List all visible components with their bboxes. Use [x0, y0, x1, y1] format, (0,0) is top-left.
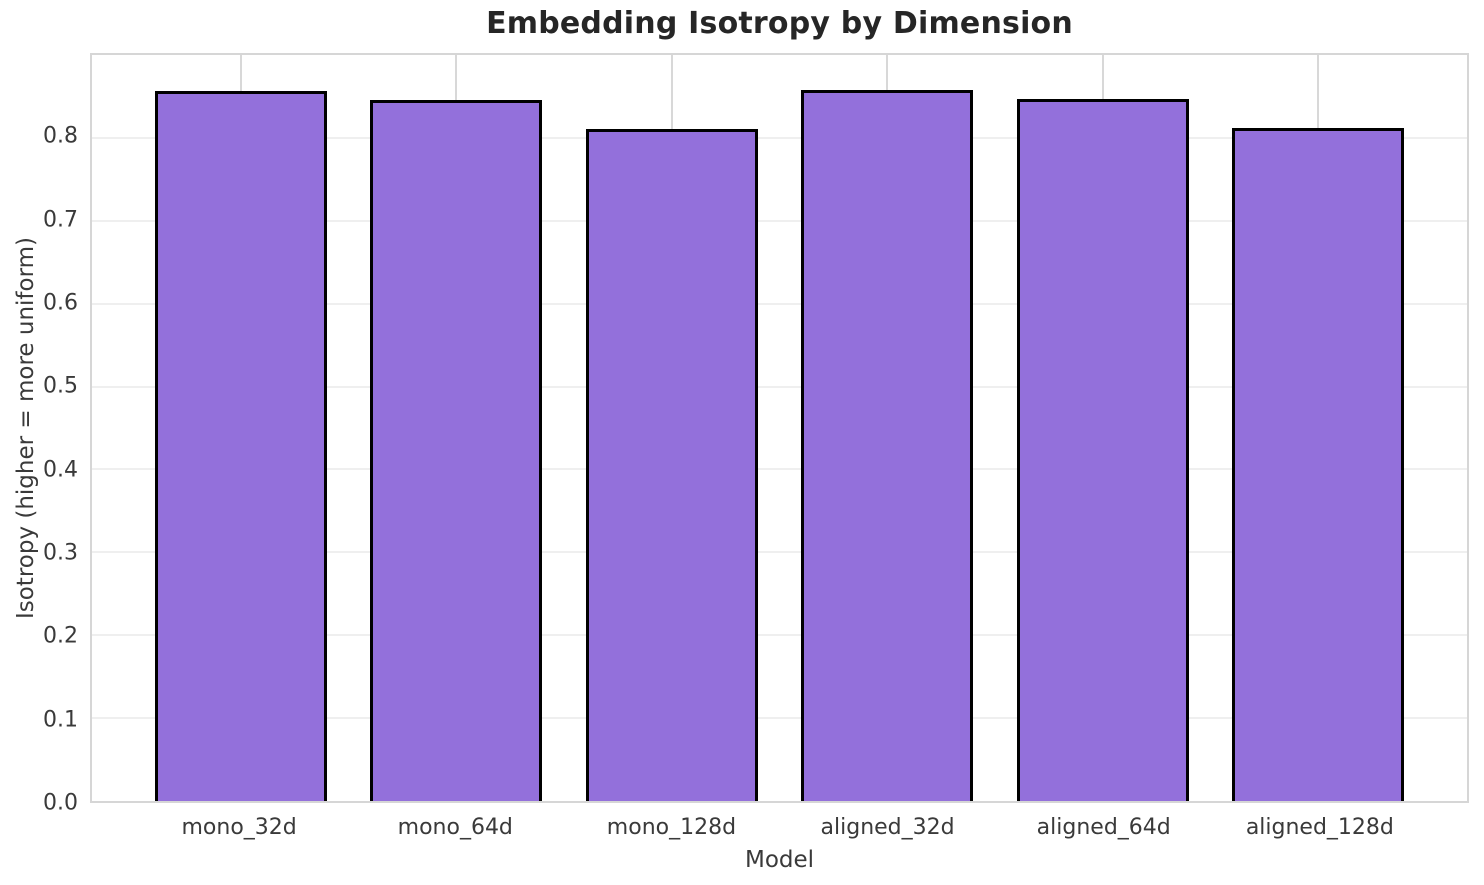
y-tick-label: 0.4	[43, 457, 78, 483]
y-tick-labels: 0.0 0.1 0.2 0.3 0.4 0.5 0.6 0.7 0.8	[0, 53, 78, 816]
bar-mono_32d	[154, 90, 327, 801]
x-tick-label: mono_64d	[397, 815, 513, 840]
chart-title: Embedding Isotropy by Dimension	[486, 6, 1073, 41]
y-gridline	[92, 385, 1467, 388]
plot-area	[90, 53, 1469, 803]
x-tick-label: aligned_128d	[1245, 815, 1394, 840]
x-tick-label: aligned_64d	[1036, 815, 1171, 840]
y-gridline	[92, 634, 1467, 637]
y-gridline	[92, 302, 1467, 305]
y-gridline	[92, 136, 1467, 139]
x-axis-label: Model	[744, 847, 815, 873]
y-gridline	[92, 219, 1467, 222]
y-tick-label: 0.2	[43, 623, 78, 649]
x-tick-labels: mono_32d mono_64d mono_128d aligned_32d alig…	[90, 815, 1469, 845]
bar-aligned_64d	[1016, 98, 1189, 801]
y-tick-label: 0.5	[43, 373, 78, 399]
x-tick-label: mono_32d	[181, 815, 297, 840]
y-gridline	[92, 468, 1467, 471]
y-tick-label: 0.3	[43, 540, 78, 566]
x-tick-label: aligned_32d	[820, 815, 955, 840]
y-tick-label: 0.8	[43, 123, 78, 149]
bar-aligned_32d	[801, 89, 974, 801]
y-tick-label: 0.6	[43, 290, 78, 316]
y-tick-label: 0.7	[43, 207, 78, 233]
y-gridline	[92, 551, 1467, 554]
y-tick-label: 0.0	[43, 790, 78, 816]
y-tick-label: 0.1	[43, 707, 78, 733]
y-gridline	[92, 717, 1467, 720]
x-tick-label: mono_128d	[606, 815, 737, 840]
bar-mono_64d	[370, 99, 543, 801]
bar-mono_128d	[585, 128, 758, 801]
bar-aligned_128d	[1232, 127, 1405, 801]
